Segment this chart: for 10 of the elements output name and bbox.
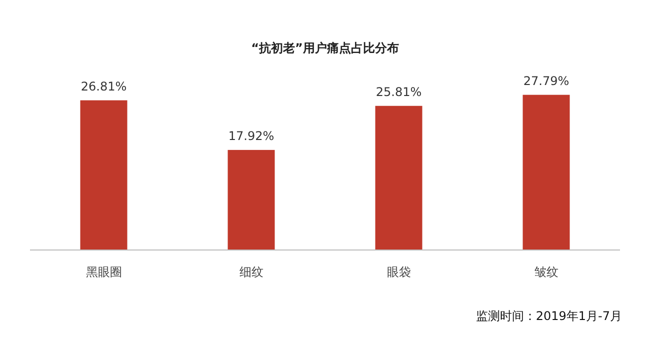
text: 监测时间：2019年1月-7月 xyxy=(476,309,622,323)
chart-title: “抗初老”用户痛点占比分布 xyxy=(251,41,399,55)
x-tick-label: 皱纹 xyxy=(534,265,558,279)
data-label: 26.81% xyxy=(80,79,127,94)
x-tick-label: 细纹 xyxy=(239,265,264,279)
data-label: 17.92% xyxy=(228,128,274,143)
x-tick-label: 眼袋 xyxy=(386,265,411,279)
data-label: 25.81% xyxy=(376,84,422,99)
data-label: 27.79% xyxy=(523,74,570,88)
x-tick-label: 黑眼圈 xyxy=(86,265,122,279)
